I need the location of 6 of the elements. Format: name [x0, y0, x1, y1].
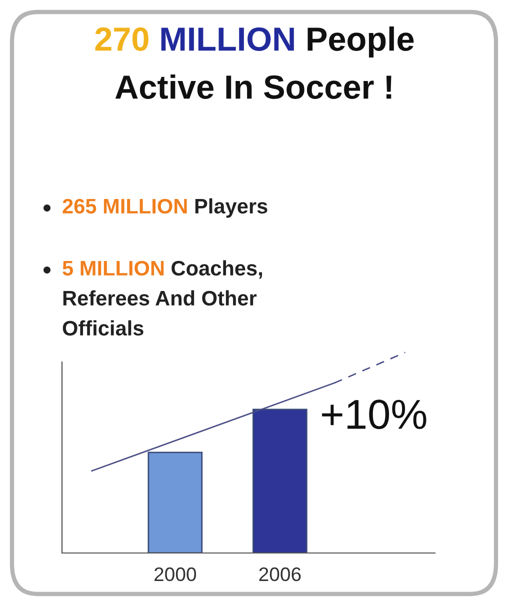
chart-title: 270 MILLION People Active In Soccer !	[95, 26, 414, 99]
x-tick-label: 2000	[154, 567, 196, 582]
text: 265 MILLION Players	[62, 198, 268, 218]
x-tick-label: 2006	[259, 567, 301, 582]
text: 5 MILLION Coaches, Referees And Other Officials	[62, 260, 262, 336]
annotation: +10%	[322, 400, 426, 430]
